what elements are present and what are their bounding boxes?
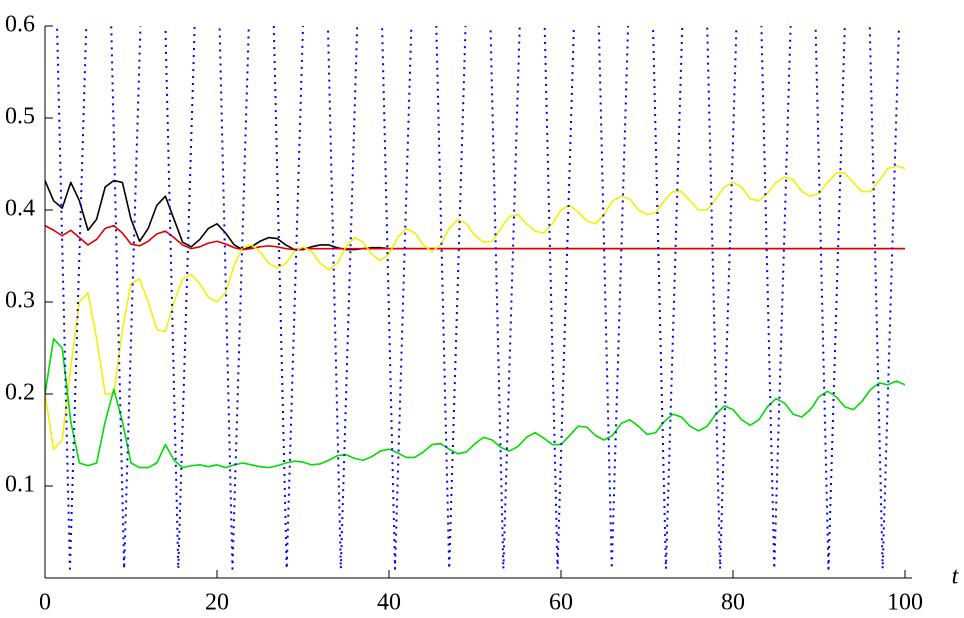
x-tick-label: 40 (377, 590, 401, 616)
y-tick-label: 0.4 (5, 196, 35, 222)
y-tick-label: 0.6 (5, 12, 35, 38)
x-tick-label: 80 (721, 590, 745, 616)
x-axis-label: t (952, 564, 960, 590)
y-tick-label: 0.2 (5, 380, 35, 406)
y-tick-label: 0.1 (5, 472, 35, 498)
y-tick-label: 0.5 (5, 104, 35, 130)
series-line (45, 165, 905, 450)
series-line (56, 26, 900, 570)
x-tick-label: 0 (39, 590, 51, 616)
series-line (45, 179, 905, 251)
series-line (45, 224, 905, 251)
x-tick-label: 60 (549, 590, 573, 616)
x-tick-label: 20 (205, 590, 229, 616)
x-tick-label: 100 (887, 590, 923, 616)
series-line (45, 338, 905, 469)
plot-area (45, 26, 905, 570)
y-tick-label: 0.3 (5, 288, 35, 314)
